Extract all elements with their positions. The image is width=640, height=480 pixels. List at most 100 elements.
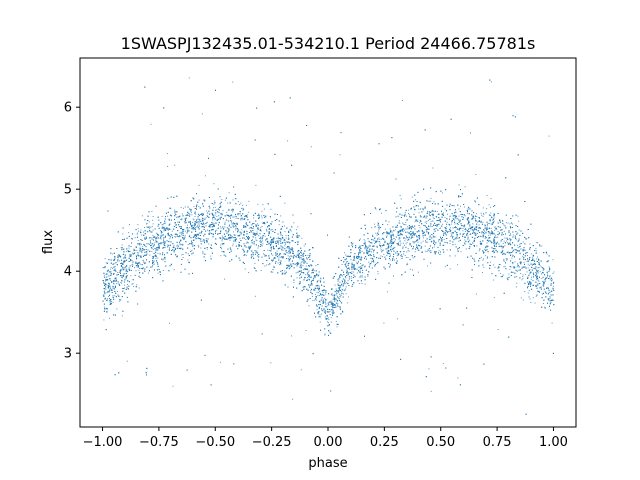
data-point <box>232 231 234 233</box>
data-point <box>483 266 485 268</box>
data-point <box>349 268 351 270</box>
data-point <box>302 265 304 267</box>
data-point <box>196 237 198 239</box>
data-point <box>399 222 401 224</box>
data-point <box>284 248 286 250</box>
data-point <box>377 222 379 224</box>
data-point <box>387 243 389 245</box>
data-point <box>206 210 208 212</box>
data-point <box>114 269 116 271</box>
data-point <box>464 243 466 245</box>
data-point <box>404 244 405 246</box>
data-point <box>546 253 548 255</box>
data-point <box>552 259 554 261</box>
data-point <box>475 213 477 215</box>
data-point <box>468 239 470 241</box>
data-point <box>398 222 400 224</box>
data-point <box>528 259 530 261</box>
data-point <box>547 260 549 262</box>
data-point <box>317 311 319 313</box>
data-point <box>276 238 278 239</box>
data-point <box>324 293 326 295</box>
data-point <box>342 275 344 277</box>
data-point <box>316 299 318 301</box>
data-point <box>380 255 382 257</box>
data-point <box>110 266 112 268</box>
data-point <box>117 282 119 284</box>
data-point <box>329 331 331 333</box>
data-point <box>224 226 226 228</box>
data-point <box>119 260 121 262</box>
data-point <box>528 290 530 292</box>
data-point <box>248 200 250 202</box>
data-point <box>288 248 290 250</box>
data-point <box>384 228 386 230</box>
data-point <box>321 305 323 307</box>
data-point <box>174 209 176 211</box>
data-point <box>299 258 301 260</box>
data-point <box>129 256 131 257</box>
data-point <box>265 228 267 230</box>
data-point <box>371 227 373 229</box>
data-point <box>394 247 396 248</box>
data-point <box>330 321 332 323</box>
data-point <box>339 298 340 300</box>
data-point <box>160 236 162 238</box>
data-point <box>433 210 434 212</box>
data-point <box>255 239 257 241</box>
data-point <box>180 244 182 246</box>
data-point <box>304 268 306 270</box>
data-point <box>318 285 320 287</box>
data-point <box>171 230 173 232</box>
data-point <box>336 304 338 306</box>
data-point <box>380 212 382 214</box>
data-point <box>524 291 526 293</box>
data-point <box>304 276 306 278</box>
data-point <box>302 260 304 262</box>
data-point <box>549 291 551 293</box>
data-point <box>114 262 116 264</box>
data-point <box>407 257 409 258</box>
data-point <box>536 258 538 260</box>
data-point <box>241 229 243 231</box>
data-point <box>506 240 508 242</box>
data-point <box>462 225 464 227</box>
data-point <box>358 260 359 262</box>
data-point <box>378 237 380 239</box>
data-point <box>157 272 159 274</box>
data-point <box>456 229 458 230</box>
data-point <box>367 247 369 249</box>
data-point <box>261 226 263 227</box>
data-point <box>247 247 249 249</box>
data-point <box>411 196 413 198</box>
data-point <box>463 233 465 235</box>
data-point <box>463 206 465 208</box>
data-point <box>116 308 118 310</box>
data-point <box>311 284 313 286</box>
data-point <box>443 233 444 235</box>
data-point <box>438 250 440 252</box>
data-point <box>454 255 456 257</box>
data-point <box>542 269 544 271</box>
data-point <box>447 242 448 244</box>
data-point <box>530 278 532 280</box>
data-point <box>426 222 427 224</box>
data-point <box>147 227 149 229</box>
data-point <box>204 175 206 177</box>
data-point <box>468 219 470 221</box>
data-point <box>264 265 266 267</box>
data-point <box>345 263 347 265</box>
data-point <box>469 233 471 235</box>
data-point <box>319 291 321 292</box>
data-point <box>522 278 524 280</box>
data-point <box>215 209 217 211</box>
data-point <box>488 204 490 206</box>
data-point <box>391 251 392 253</box>
data-point <box>499 232 500 234</box>
data-point <box>357 262 359 264</box>
data-point <box>338 292 340 294</box>
data-point <box>472 223 474 225</box>
data-point <box>158 244 159 246</box>
data-point <box>504 266 506 268</box>
data-point <box>457 224 459 226</box>
